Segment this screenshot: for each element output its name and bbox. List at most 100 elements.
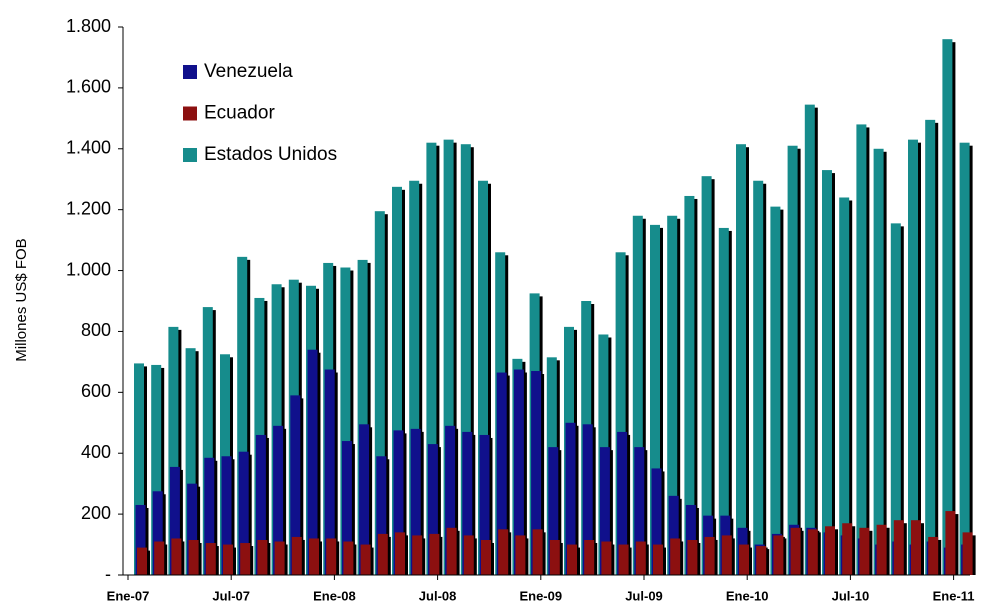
bar <box>498 529 509 575</box>
bar <box>205 543 216 575</box>
bar <box>340 267 351 575</box>
bar <box>443 139 454 575</box>
y-tick-label: 400 <box>81 442 111 462</box>
bar <box>463 535 474 575</box>
bar <box>908 139 918 575</box>
y-tick-label: 1.000 <box>66 259 111 279</box>
bar <box>615 252 626 576</box>
bar <box>668 495 679 575</box>
bar <box>291 536 302 575</box>
bar <box>481 539 491 575</box>
legend-swatch <box>183 65 197 79</box>
bar <box>274 541 285 575</box>
bar <box>618 544 629 575</box>
bar <box>185 348 196 575</box>
bar <box>893 520 904 575</box>
bar <box>632 215 643 575</box>
bar <box>635 541 646 575</box>
bar <box>137 547 147 575</box>
x-tick-label: Ene-08 <box>313 588 356 603</box>
bar <box>257 539 268 575</box>
bar <box>825 526 835 575</box>
bar <box>684 195 695 575</box>
bar <box>326 538 337 575</box>
bar <box>873 148 884 575</box>
bar <box>804 104 815 575</box>
bar <box>445 425 456 575</box>
bar <box>513 369 524 575</box>
bar <box>374 211 385 575</box>
bar <box>357 259 368 575</box>
bar <box>341 441 352 575</box>
bar <box>187 483 198 575</box>
y-tick-label: 1.600 <box>66 77 111 97</box>
x-tick-label: Jul-07 <box>212 588 250 603</box>
bar <box>773 535 784 575</box>
bar <box>928 536 939 575</box>
bar <box>736 144 746 575</box>
bar <box>770 206 781 575</box>
x-tick-label: Jul-09 <box>625 588 663 603</box>
x-tick-label: Ene-09 <box>519 588 562 603</box>
bar <box>756 546 767 575</box>
bar <box>548 447 559 575</box>
bar <box>392 186 402 576</box>
bar <box>925 119 936 575</box>
bar <box>584 539 595 575</box>
bar <box>151 364 162 575</box>
bar <box>945 511 956 575</box>
bar <box>567 544 577 575</box>
bar <box>807 529 818 575</box>
bar <box>515 535 526 575</box>
bar <box>307 349 318 575</box>
bar <box>790 527 801 575</box>
bar <box>273 425 284 575</box>
x-tick-label: Jul-08 <box>419 588 457 603</box>
bar <box>412 535 423 575</box>
bar <box>410 428 421 575</box>
bar <box>667 215 678 575</box>
x-tick-label: Ene-07 <box>107 588 150 603</box>
bar <box>154 541 165 575</box>
bar <box>718 227 729 575</box>
bar <box>324 369 335 575</box>
y-tick-label: 600 <box>81 381 111 401</box>
bar <box>701 176 712 575</box>
bar <box>753 180 764 575</box>
bar <box>721 535 732 575</box>
bar <box>634 447 645 575</box>
bar <box>479 434 490 575</box>
legend-swatch <box>183 148 197 162</box>
bar <box>135 504 146 575</box>
y-tick-label: 1.800 <box>66 16 111 36</box>
bar <box>532 529 543 575</box>
bar <box>376 456 387 575</box>
x-tick-label: Ene-10 <box>726 588 769 603</box>
bar <box>651 468 662 575</box>
bar <box>582 424 593 575</box>
bar <box>429 533 440 575</box>
bar <box>462 431 473 575</box>
bar <box>876 524 887 575</box>
y-tick-label: 200 <box>81 503 111 523</box>
bar <box>188 539 199 575</box>
bar <box>393 430 404 575</box>
y-tick-label: 800 <box>81 320 111 340</box>
bar <box>842 523 853 575</box>
bar <box>942 39 953 575</box>
bar <box>601 541 612 575</box>
bar <box>549 539 560 575</box>
x-tick-label: Jul-10 <box>832 588 870 603</box>
bar <box>152 491 163 575</box>
bar <box>687 539 698 575</box>
bar <box>496 372 507 575</box>
bar <box>859 527 870 575</box>
bar <box>204 457 215 575</box>
bar <box>427 444 438 575</box>
bar <box>171 538 182 575</box>
bar <box>617 431 628 575</box>
bar <box>309 538 319 575</box>
y-tick-label: - <box>105 564 111 584</box>
bar <box>650 224 660 575</box>
